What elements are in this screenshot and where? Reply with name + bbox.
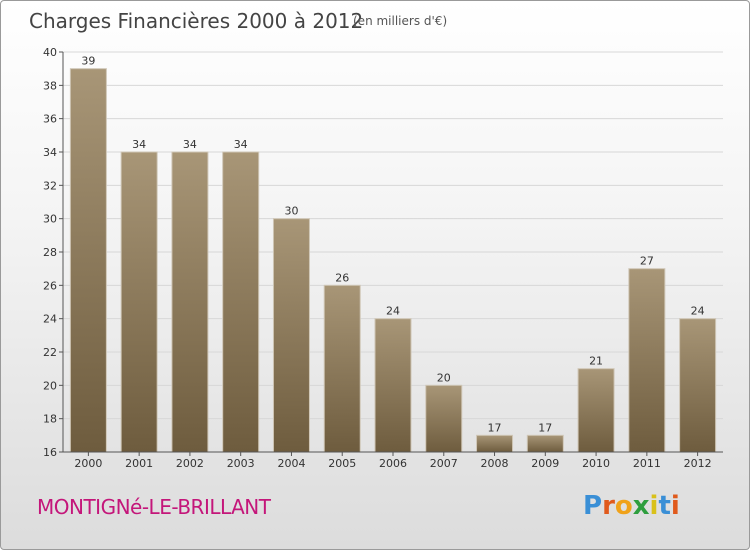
x-tick-label: 2001 bbox=[125, 457, 153, 470]
y-tick-label: 28 bbox=[43, 246, 57, 259]
bar bbox=[272, 218, 310, 453]
bar bbox=[425, 384, 463, 453]
y-tick-label: 18 bbox=[43, 413, 57, 426]
data-label: 24 bbox=[691, 305, 705, 318]
axes: 16 18 20 22 24 26 28 30 32 34 36 38 40 2000 2001 2002 20… bbox=[43, 46, 723, 470]
bar bbox=[476, 434, 514, 453]
x-tick-label: 2004 bbox=[277, 457, 305, 470]
logo-letter: i bbox=[649, 491, 659, 521]
data-label: 30 bbox=[284, 205, 298, 218]
data-label: 34 bbox=[183, 138, 197, 151]
bar bbox=[526, 434, 564, 453]
bar bbox=[628, 268, 666, 453]
data-label: 24 bbox=[386, 305, 400, 318]
data-label: 17 bbox=[488, 421, 502, 434]
logo-letter: t bbox=[658, 491, 671, 521]
x-tick-label: 2012 bbox=[684, 457, 712, 470]
logo-letter: r bbox=[602, 491, 615, 521]
data-label: 21 bbox=[589, 355, 603, 368]
data-label: 34 bbox=[234, 138, 248, 151]
data-label: 27 bbox=[640, 255, 654, 268]
logo-letter: o bbox=[614, 491, 633, 521]
data-label: 34 bbox=[132, 138, 146, 151]
x-tick-label: 2003 bbox=[227, 457, 255, 470]
commune-name: MONTIGNé-LE-BRILLANT bbox=[37, 495, 271, 519]
y-tick-label: 32 bbox=[43, 179, 57, 192]
data-labels: 39 34 34 34 30 26 24 20 17 17 21 27 24 bbox=[81, 55, 704, 435]
bar bbox=[171, 151, 209, 453]
y-tick-label: 34 bbox=[43, 146, 57, 159]
x-tick-label: 2005 bbox=[328, 457, 356, 470]
bar bbox=[222, 151, 260, 453]
bars bbox=[69, 68, 717, 453]
y-tick-label: 16 bbox=[43, 446, 57, 459]
y-tick-label: 22 bbox=[43, 346, 57, 359]
data-label: 17 bbox=[538, 421, 552, 434]
x-tick-label: 2006 bbox=[379, 457, 407, 470]
bar bbox=[374, 318, 412, 453]
logo-letter: P bbox=[583, 491, 603, 521]
bar bbox=[120, 151, 158, 453]
data-label: 20 bbox=[437, 371, 451, 384]
x-tick-label: 2002 bbox=[176, 457, 204, 470]
bar bbox=[323, 284, 361, 453]
data-label: 26 bbox=[335, 271, 349, 284]
logo-letter: i bbox=[670, 491, 680, 521]
y-tick-label: 20 bbox=[43, 379, 57, 392]
y-tick-label: 24 bbox=[43, 313, 57, 326]
x-tick-label: 2010 bbox=[582, 457, 610, 470]
y-tick-label: 40 bbox=[43, 46, 57, 59]
chart-subtitle: (en milliers d'€) bbox=[353, 14, 448, 28]
y-tick-label: 26 bbox=[43, 279, 57, 292]
x-tick-label: 2007 bbox=[430, 457, 458, 470]
y-tick-label: 30 bbox=[43, 213, 57, 226]
logo-letter: x bbox=[632, 491, 650, 521]
chart-title: Charges Financières 2000 à 2012 bbox=[29, 9, 364, 33]
x-tick-label: 2008 bbox=[481, 457, 509, 470]
x-tick-label: 2000 bbox=[74, 457, 102, 470]
proxiti-logo[interactable]: Proxiti bbox=[583, 491, 680, 521]
x-tick-label: 2011 bbox=[633, 457, 661, 470]
bar bbox=[69, 68, 107, 453]
bar bbox=[679, 318, 717, 453]
data-label: 39 bbox=[81, 55, 95, 68]
bar bbox=[577, 368, 615, 453]
y-tick-label: 36 bbox=[43, 113, 57, 126]
y-tick-label: 38 bbox=[43, 79, 57, 92]
x-tick-label: 2009 bbox=[531, 457, 559, 470]
